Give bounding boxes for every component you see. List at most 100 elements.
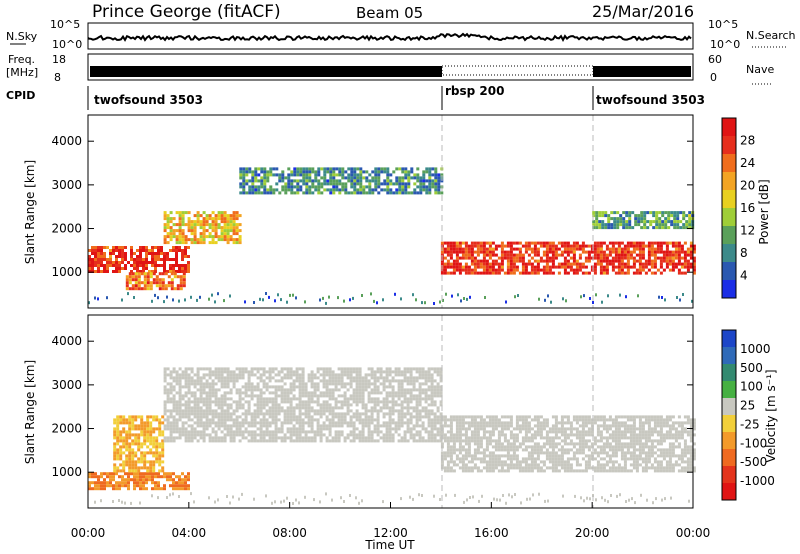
data-cell [377,173,381,177]
data-cell [467,445,471,449]
data-cell [259,391,263,395]
data-cell [122,469,126,473]
data-cell [581,442,585,446]
data-cell [394,373,398,377]
data-cell [364,409,368,413]
data-cell [163,385,167,389]
data-cell [152,466,156,470]
data-cell [134,275,138,279]
data-cell [572,259,576,263]
data-cell [406,403,410,407]
data-cell [482,262,486,266]
data-cell [430,385,434,389]
data-cell [545,430,549,434]
data-cell [358,439,362,443]
data-cell [181,430,185,434]
data-cell [592,220,596,224]
data-cell [620,268,624,272]
data-cell [199,400,203,404]
data-cell [170,278,174,282]
data-cell [179,278,183,282]
data-cell [289,412,293,416]
data-cell [566,265,570,269]
data-cell [482,448,486,452]
data-cell [421,397,425,401]
data-cell [137,275,141,279]
data-cell [578,448,582,452]
data-cell [223,397,227,401]
data-cell [592,226,596,230]
data-cell [256,397,260,401]
data-cell [500,250,504,254]
data-cell [485,436,489,440]
data-cell [470,415,474,419]
data-cell [527,469,531,473]
data-cell [187,385,191,389]
nave-label: Nave [746,63,774,76]
data-cell [232,409,236,413]
data-cell [623,247,627,251]
data-cell [560,451,564,455]
data-cell [686,250,690,254]
data-cell [143,284,147,288]
data-cell [115,255,118,258]
data-cell [280,430,284,434]
data-cell [464,241,468,245]
data-cell [653,250,657,254]
data-cell [196,373,200,377]
data-cell [677,253,681,257]
data-cell [172,415,176,419]
data-cell [434,176,438,180]
data-cell [151,487,154,491]
data-cell [295,367,299,371]
data-cell [184,385,188,389]
data-cell [676,220,680,224]
data-cell [569,439,573,443]
data-cell [587,439,591,443]
data-cell [682,211,686,215]
data-cell [296,188,300,192]
data-cell [661,223,665,227]
data-cell [328,424,332,428]
data-cell [479,415,483,419]
data-cell [208,436,212,440]
data-cell [137,433,141,437]
data-cell [175,249,178,252]
data-cell [455,259,459,263]
data-cell [364,373,368,377]
data-cell [295,373,299,377]
data-cell [254,188,258,192]
data-cell [182,275,186,279]
data-cell [199,433,203,437]
data-cell [130,264,133,267]
data-cell [112,246,115,249]
data-cell [452,448,456,452]
data-cell [332,182,336,186]
data-cell [181,211,185,215]
data-cell [178,481,181,485]
data-cell [205,424,209,428]
data-cell [551,247,555,251]
data-cell [479,262,483,266]
data-cell [452,433,456,437]
data-cell [280,370,284,374]
data-cell [391,439,395,443]
beam-label: Beam 05 [356,4,423,22]
data-cell [643,211,647,215]
data-cell [524,418,528,422]
data-cell [626,253,630,257]
data-cell [128,460,132,464]
data-cell [263,170,267,174]
data-cell [128,463,132,467]
data-cell [500,442,504,446]
data-cell [530,451,534,455]
data-cell [163,235,167,239]
data-cell [127,478,130,482]
data-cell [506,439,510,443]
data-cell [676,217,680,221]
data-cell [208,391,212,395]
data-cell [563,430,567,434]
data-cell [430,394,434,398]
data-cell [596,433,600,437]
data-cell [418,373,422,377]
